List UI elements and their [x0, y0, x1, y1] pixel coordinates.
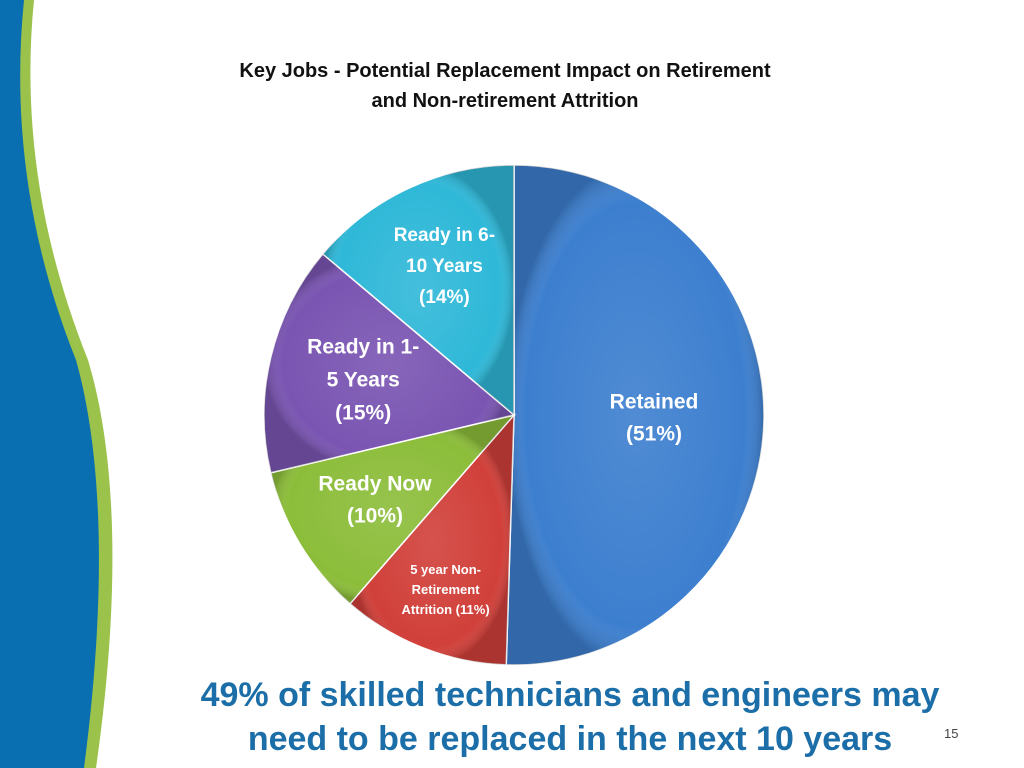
- chart-title-line-2: and Non-retirement Attrition: [371, 90, 639, 112]
- slice-label-line: Ready in 1-: [307, 336, 419, 359]
- slice-label-retained: Retained (51%): [610, 391, 699, 446]
- pie-slice-shading-ready-now: [270, 415, 514, 604]
- slice-label-line: 5 Years: [327, 369, 400, 392]
- slice-label-ready-now: Ready Now (10%): [318, 473, 432, 528]
- slice-label-line: Ready Now: [318, 473, 432, 496]
- slice-label-line: Ready in 6-: [394, 225, 495, 246]
- slice-label-5-year-non-retirement-attrition: 5 year Non- Retirement Attrition (11%): [402, 562, 490, 617]
- blue-wave-band: [0, 0, 99, 768]
- slice-label-line: (15%): [335, 402, 391, 425]
- pie-slice-shading-ready-in-6-10-years: [322, 165, 514, 415]
- pie-slice-shading-5-year-non-retirement-attrition: [350, 415, 514, 665]
- slide-number: 15: [944, 726, 959, 741]
- slice-label-ready-in-1-5-years: Ready in 1- 5 Years (15%): [307, 336, 419, 425]
- footer-statement: 49% of skilled technicians and engineers…: [120, 673, 1020, 761]
- footer-line-1: 49% of skilled technicians and engineers…: [200, 676, 940, 714]
- slice-label-line: (14%): [419, 287, 470, 308]
- slice-label-line: Retirement: [412, 582, 481, 597]
- slice-label-ready-in-6-10-years: Ready in 6- 10 Years (14%): [394, 225, 495, 308]
- slice-label-line: Attrition (11%): [402, 602, 490, 617]
- footer-line-2: need to be replaced in the next 10 years: [247, 720, 893, 758]
- slice-label-line: (51%): [626, 423, 682, 446]
- pie-slice-shading-ready-in-1-5-years: [263, 253, 514, 473]
- chart-title-line-1: Key Jobs - Potential Replacement Impact …: [239, 60, 771, 82]
- side-decoration-band: [0, 0, 113, 768]
- chart-title: Key Jobs - Potential Replacement Impact …: [150, 56, 860, 116]
- pie-chart: Retained (51%) 5 year Non- Retirement Attrit…: [263, 164, 765, 666]
- slice-label-line: Retained: [610, 391, 699, 414]
- slice-label-line: 10 Years: [406, 256, 483, 277]
- pie-slice-shading-retained: [506, 165, 764, 665]
- slice-label-line: (10%): [347, 505, 403, 528]
- slice-label-line: 5 year Non-: [410, 562, 481, 577]
